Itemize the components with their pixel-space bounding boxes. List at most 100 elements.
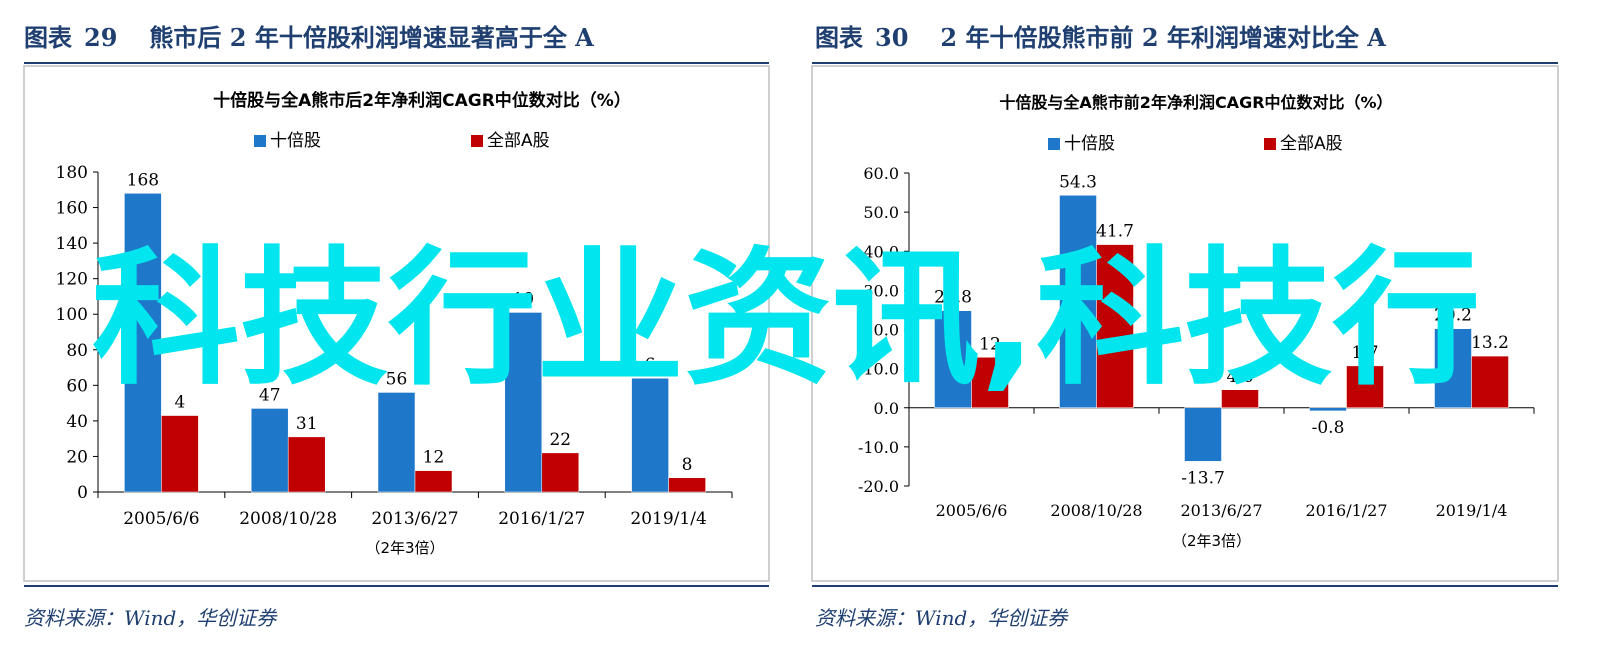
figure-29-label: 图表 <box>24 23 72 52</box>
data-label: -0.8 <box>1312 418 1345 438</box>
bar-series1 <box>1184 407 1222 462</box>
data-label: 12 <box>423 448 445 468</box>
x-tick-label: 2016/1/27 <box>1305 501 1387 520</box>
legend-swatch-1 <box>1048 138 1060 150</box>
bar-series1 <box>1309 407 1347 412</box>
figure-30-top-rule <box>812 62 1558 64</box>
figure-29-title: 图表 29 熊市后 2 年十倍股利润增速显著高于全 A <box>24 18 594 53</box>
y-tick-label: -10.0 <box>858 438 899 457</box>
y-tick-label: 0.0 <box>874 399 899 418</box>
chart-note: （2年3倍） <box>1172 532 1251 550</box>
chart-frame <box>23 65 770 582</box>
data-label: 4 <box>174 393 185 413</box>
y-tick-label: 60.0 <box>863 164 899 183</box>
figure-29-top-rule <box>24 62 769 64</box>
y-tick-label: 120 <box>56 270 88 290</box>
bar-series1 <box>504 312 543 493</box>
chart-frame <box>811 65 1559 582</box>
legend-swatch-2 <box>471 135 483 147</box>
chart-left: 十倍股与全A熊市后2年净利润CAGR中位数对比（%） 十倍股 全部A股 0 20 40 60… <box>23 65 770 582</box>
y-tick-label: 40 <box>66 412 88 432</box>
bar-series1 <box>631 377 669 493</box>
chart-right: 十倍股与全A熊市前2年净利润CAGR中位数对比（%） 十倍股 全部A股 -20.0 -1… <box>811 65 1559 582</box>
data-label: 24.8 <box>934 288 972 308</box>
legend-swatch-1 <box>254 135 266 147</box>
y-tick-label: 180 <box>56 163 88 183</box>
watermark-text: 科技行业资讯,科技行 <box>92 233 1481 405</box>
legend-swatch-2 <box>1264 138 1276 150</box>
data-label: 54.3 <box>1059 172 1097 192</box>
data-label: 6 <box>645 355 656 375</box>
figure-30-label: 图表 <box>815 23 863 52</box>
figure-30-title: 图表 30 2 年十倍股熊市前 2 年利润增速对比全 A <box>815 18 1386 53</box>
bar-series2 <box>1346 365 1384 409</box>
y-tick-label: -20.0 <box>858 477 899 496</box>
bar-series2 <box>287 436 326 493</box>
data-label: 12 <box>979 334 1001 354</box>
figure-29-bottom-rule <box>24 585 769 587</box>
bar-series1 <box>1059 195 1097 408</box>
bar-series2 <box>971 357 1009 408</box>
legend-label-2: 全部A股 <box>1280 134 1343 154</box>
data-label: 13.2 <box>1471 333 1509 353</box>
data-label: 4.6 <box>1226 367 1253 387</box>
y-tick-label: 0 <box>77 483 88 503</box>
chart-title: 十倍股与全A熊市前2年净利润CAGR中位数对比（%） <box>999 93 1392 112</box>
bar-series1 <box>250 408 289 493</box>
bar-series2 <box>414 470 453 493</box>
x-tick-label: 2019/1/4 <box>1436 501 1508 520</box>
figure-29-text: 熊市后 2 年十倍股利润增速显著高于全 A <box>149 23 594 52</box>
data-label: 20.2 <box>1434 306 1472 326</box>
chart-title: 十倍股与全A熊市后2年净利润CAGR中位数对比（%） <box>213 90 631 111</box>
bar-series2 <box>668 477 706 493</box>
figure-30-bottom-rule <box>812 585 1558 587</box>
x-tick-label: 2016/1/27 <box>498 509 585 529</box>
bar-series2 <box>541 452 580 493</box>
y-tick-label: 100 <box>56 305 88 325</box>
y-tick-label: 20.0 <box>863 321 899 340</box>
figure-29-number: 29 <box>84 23 118 52</box>
y-tick-label: 60 <box>66 376 88 396</box>
data-label: 10 <box>512 289 534 309</box>
y-tick-label: 50.0 <box>863 203 899 222</box>
bar-series2 <box>1471 355 1509 409</box>
data-label: 41.7 <box>1096 222 1134 242</box>
data-label: 56 <box>386 369 408 389</box>
x-tick-label: 2008/10/28 <box>239 509 337 529</box>
y-tick-label: 30.0 <box>863 281 899 300</box>
y-tick-label: 20 <box>66 447 88 467</box>
y-tick-label: 140 <box>56 234 88 254</box>
x-tick-label: 2005/6/6 <box>936 501 1008 520</box>
data-label: 31 <box>296 414 318 434</box>
y-tick-label: 80 <box>66 341 88 361</box>
y-tick-label: 160 <box>56 199 88 219</box>
figure-30-text: 2 年十倍股熊市前 2 年利润增速对比全 A <box>940 23 1386 52</box>
data-label: 47 <box>259 385 281 405</box>
bar-series2 <box>1221 389 1259 409</box>
figure-30-source: 资料来源：Wind，华创证券 <box>815 606 1068 630</box>
bar-series2 <box>1096 244 1134 408</box>
bar-series1 <box>934 310 972 408</box>
data-label: 22 <box>549 430 571 450</box>
legend-label-1: 十倍股 <box>270 131 321 151</box>
data-label: 1.7 <box>1351 343 1378 363</box>
bar-series1 <box>377 392 416 493</box>
x-tick-label: 2019/1/4 <box>630 509 706 529</box>
x-tick-label: 2008/10/28 <box>1050 501 1142 520</box>
data-label: 168 <box>127 170 159 190</box>
data-label: 8 <box>682 455 693 475</box>
y-tick-label: 40.0 <box>863 242 899 261</box>
x-tick-label: 2013/6/27 <box>1180 501 1262 520</box>
bar-series2 <box>161 415 199 493</box>
chart-note: （2年3倍） <box>365 539 444 557</box>
legend-label-1: 十倍股 <box>1064 134 1115 154</box>
figure-29-source: 资料来源：Wind，华创证券 <box>24 606 277 630</box>
x-tick-label: 2013/6/27 <box>371 509 458 529</box>
x-tick-label: 2005/6/6 <box>123 509 199 529</box>
y-tick-label: 10.0 <box>863 360 899 379</box>
bar-series1 <box>124 193 162 493</box>
legend-label-2: 全部A股 <box>487 131 550 151</box>
data-label: -13.7 <box>1181 468 1225 488</box>
figure-30-number: 30 <box>875 23 909 52</box>
bar-series1 <box>1434 328 1472 408</box>
